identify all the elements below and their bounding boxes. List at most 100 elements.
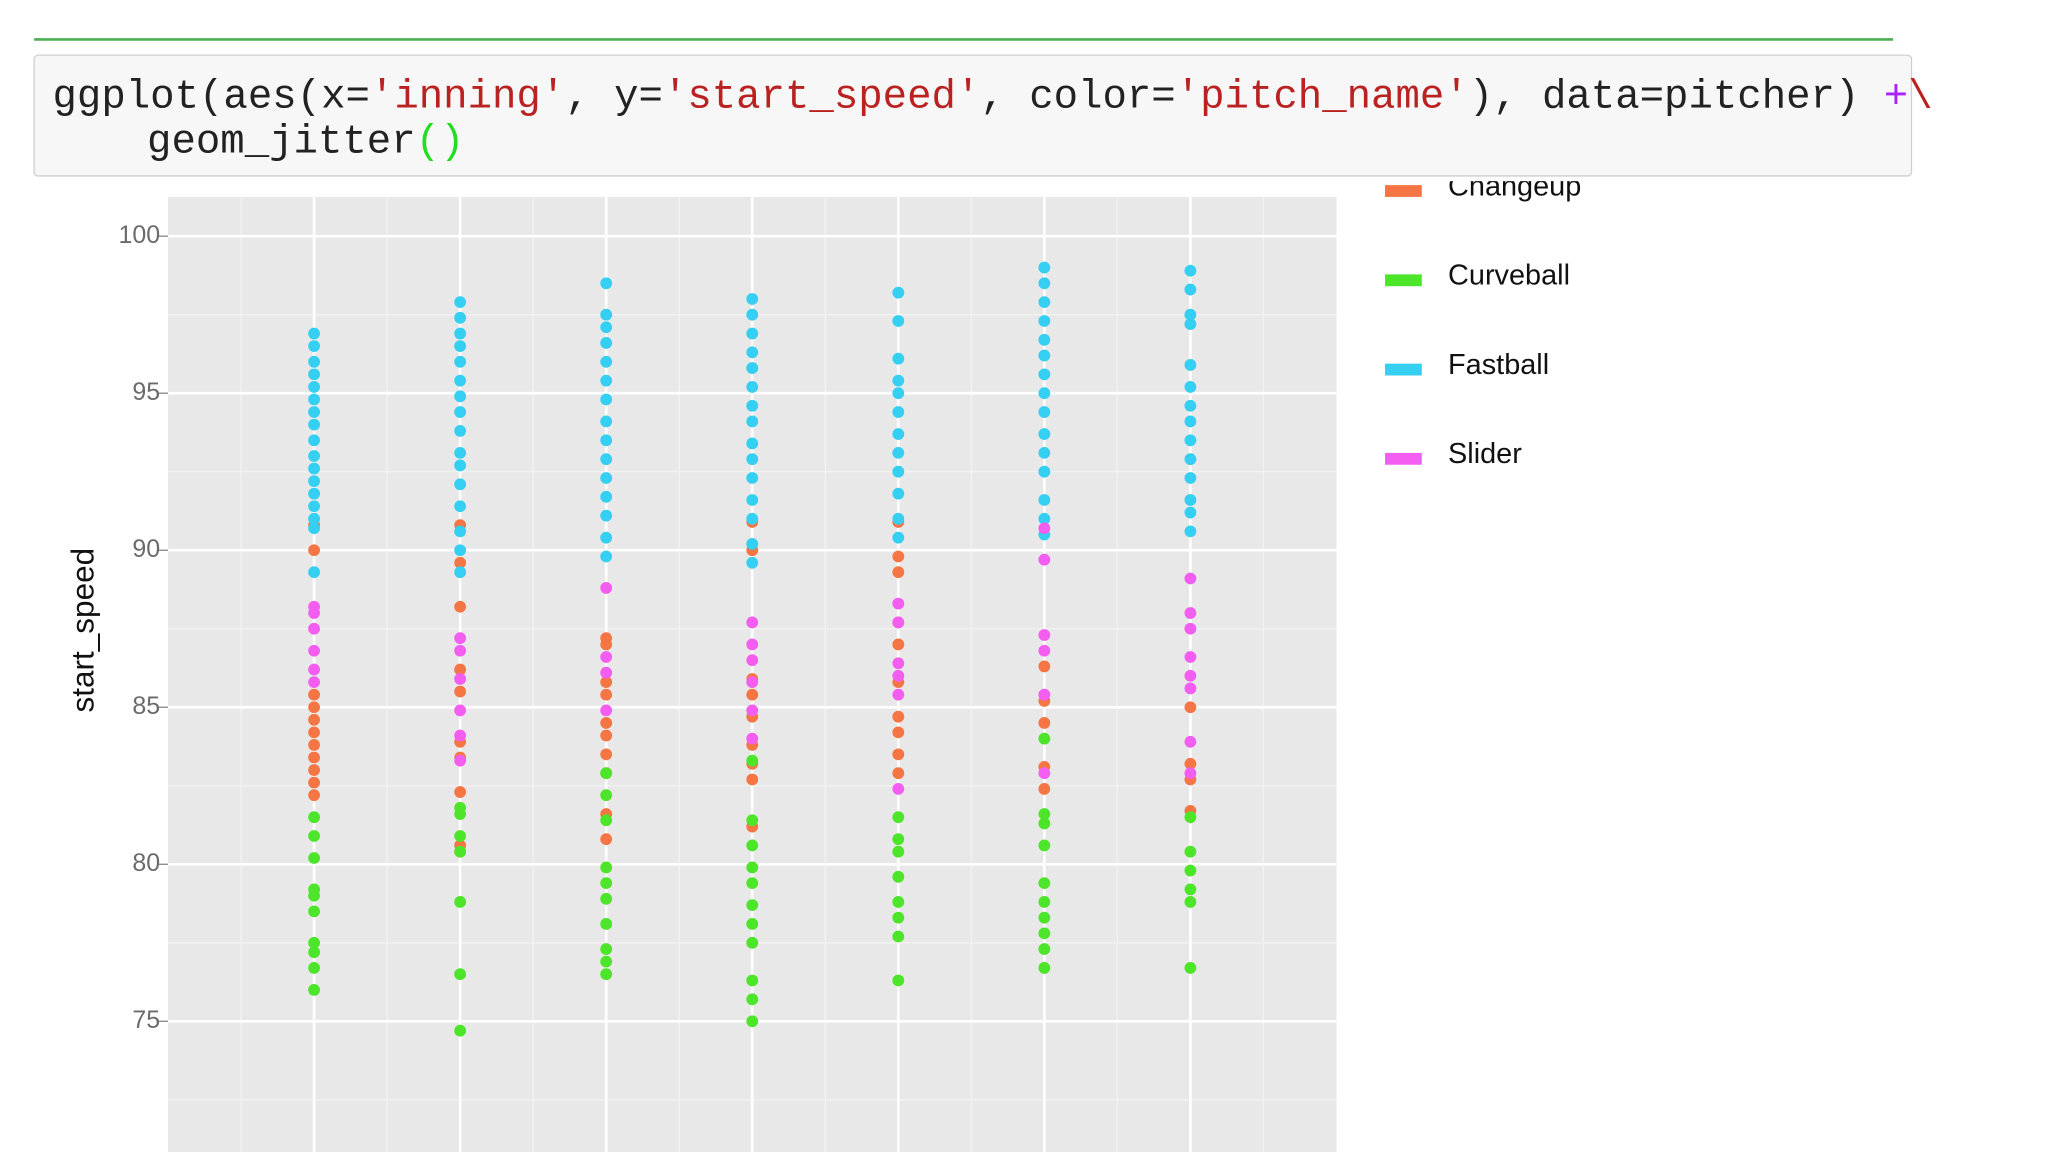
data-point — [600, 767, 613, 780]
data-point — [308, 434, 320, 447]
data-point — [308, 739, 320, 751]
legend-label: Curveball — [1448, 260, 1570, 292]
data-point — [1184, 767, 1197, 780]
data-point — [892, 845, 905, 858]
code-line: ggplot(aes(x='inning', y='start_speed', … — [53, 75, 1933, 121]
data-point — [600, 472, 613, 484]
data-point — [1184, 651, 1197, 663]
data-point — [600, 729, 613, 742]
data-point — [600, 321, 613, 334]
data-point — [746, 308, 759, 321]
data-point — [746, 538, 759, 550]
data-point — [1184, 283, 1197, 296]
data-point — [454, 685, 467, 698]
data-point — [600, 277, 613, 290]
data-point — [600, 355, 613, 368]
data-point — [892, 286, 905, 299]
data-point — [1038, 767, 1051, 780]
data-point — [454, 663, 467, 676]
data-point — [892, 428, 905, 440]
data-point — [1038, 629, 1051, 641]
data-point — [746, 877, 759, 890]
data-point — [600, 651, 613, 663]
data-point — [308, 889, 320, 902]
data-point — [746, 814, 759, 827]
code-token: geom_jitter — [147, 119, 416, 165]
data-point — [746, 704, 759, 717]
data-point — [1038, 644, 1051, 657]
data-point — [600, 748, 613, 761]
data-point — [1038, 494, 1051, 506]
data-point — [1038, 315, 1051, 327]
data-point — [1038, 896, 1051, 908]
data-point — [1184, 318, 1197, 331]
data-point — [454, 525, 467, 538]
data-point — [1184, 669, 1197, 682]
data-point — [454, 424, 467, 437]
data-point — [1184, 682, 1197, 695]
data-point — [600, 531, 613, 544]
data-point — [1038, 927, 1051, 940]
data-point — [1038, 277, 1051, 290]
data-point — [1038, 296, 1051, 309]
data-point — [1184, 506, 1197, 519]
y-tick-label: 100 — [119, 221, 161, 249]
data-point — [746, 936, 759, 949]
data-point — [892, 811, 905, 824]
data-point — [454, 390, 467, 403]
data-point — [746, 732, 759, 745]
data-point — [892, 726, 905, 739]
data-point — [746, 773, 759, 786]
data-point — [1184, 845, 1197, 858]
data-point — [892, 616, 905, 629]
data-point — [454, 968, 467, 981]
data-point — [600, 943, 613, 955]
data-point — [1038, 717, 1051, 729]
data-point — [1038, 406, 1051, 418]
data-point — [892, 531, 905, 544]
data-point — [892, 870, 905, 883]
data-point — [892, 374, 905, 387]
code-cell[interactable] — [33, 54, 1913, 177]
data-point — [1184, 525, 1197, 538]
code-string: 'pitch_name' — [1176, 75, 1469, 121]
data-point — [892, 748, 905, 761]
data-point — [1038, 349, 1051, 362]
data-point — [746, 839, 759, 852]
data-point — [892, 597, 905, 610]
data-point — [600, 434, 613, 447]
data-point — [454, 704, 467, 717]
data-point — [454, 327, 467, 340]
data-point — [600, 833, 613, 846]
data-point — [600, 676, 613, 689]
legend-label: Changeup — [1448, 170, 1581, 202]
y-tick-label: 75 — [132, 1006, 160, 1034]
code-token: , y= — [565, 75, 663, 121]
data-point — [892, 669, 905, 682]
data-point — [746, 754, 759, 767]
data-point — [746, 616, 759, 629]
data-point — [892, 315, 905, 327]
data-point — [308, 355, 320, 368]
data-point — [892, 387, 905, 400]
data-point — [1184, 572, 1197, 585]
data-point — [308, 764, 320, 776]
y-tick-label: 90 — [132, 535, 160, 563]
data-point — [892, 896, 905, 908]
data-point — [454, 296, 467, 309]
data-point — [1038, 465, 1051, 478]
legend-swatch — [1385, 185, 1422, 197]
data-point — [454, 355, 467, 368]
data-point — [1038, 428, 1051, 440]
data-point — [454, 478, 467, 491]
data-point — [454, 786, 467, 798]
data-point — [308, 450, 320, 462]
data-point — [1184, 735, 1197, 748]
data-point — [1038, 261, 1051, 274]
data-point — [1184, 434, 1197, 447]
data-point — [600, 877, 613, 890]
data-point — [308, 406, 320, 418]
data-point — [746, 899, 759, 912]
data-point — [600, 666, 613, 679]
data-point — [308, 726, 320, 739]
